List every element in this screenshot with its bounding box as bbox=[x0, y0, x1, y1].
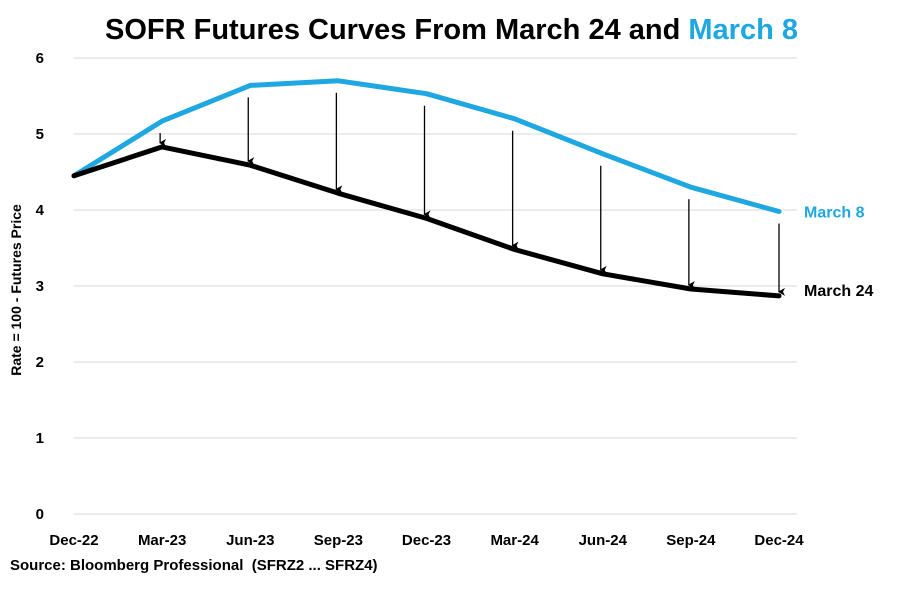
series-label-march-8: March 8 bbox=[804, 205, 865, 222]
labels: March 8 March 24 bbox=[804, 205, 873, 300]
y-tick-label: 5 bbox=[36, 126, 44, 143]
x-tick-label: Jun-23 bbox=[226, 532, 274, 549]
y-tick-label: 1 bbox=[36, 430, 44, 447]
axes: 0 1 2 3 4 5 6 Dec-22 Mar-23 Jun-23 Sep-23 Dec-23 Mar… bbox=[36, 50, 805, 549]
x-tick-label: Dec-22 bbox=[49, 532, 98, 549]
arrows bbox=[159, 92, 785, 296]
y-tick-label: 3 bbox=[36, 278, 44, 295]
x-tick-label: Dec-23 bbox=[402, 532, 451, 549]
chart-title-main: SOFR Futures Curves From March 24 and bbox=[105, 14, 689, 46]
y-tick-label: 0 bbox=[36, 506, 44, 523]
series bbox=[71, 78, 782, 299]
source-note: Source: Bloomberg Professional (SFRZ2 ..… bbox=[10, 557, 378, 574]
y-tick-label: 4 bbox=[36, 202, 45, 219]
x-tick-label: Sep-24 bbox=[666, 532, 716, 549]
chart-title-highlight: March 8 bbox=[688, 14, 798, 46]
series-line-march-8 bbox=[71, 78, 782, 214]
x-tick-label: Jun-24 bbox=[579, 532, 628, 549]
series-label-march-24: March 24 bbox=[804, 283, 873, 300]
x-tick-label: Dec-24 bbox=[754, 532, 804, 549]
y-axis-label: Rate = 100 - Futures Price bbox=[8, 204, 24, 376]
chart-title: SOFR Futures Curves From March 24 and Ma… bbox=[0, 14, 903, 47]
x-tick-label: Mar-23 bbox=[138, 532, 186, 549]
x-tick-label: Mar-24 bbox=[490, 532, 539, 549]
x-tick-label: Sep-23 bbox=[314, 532, 363, 549]
y-tick-label: 2 bbox=[36, 354, 44, 371]
series-line-march-24 bbox=[71, 144, 782, 299]
y-tick-label: 6 bbox=[36, 50, 44, 67]
